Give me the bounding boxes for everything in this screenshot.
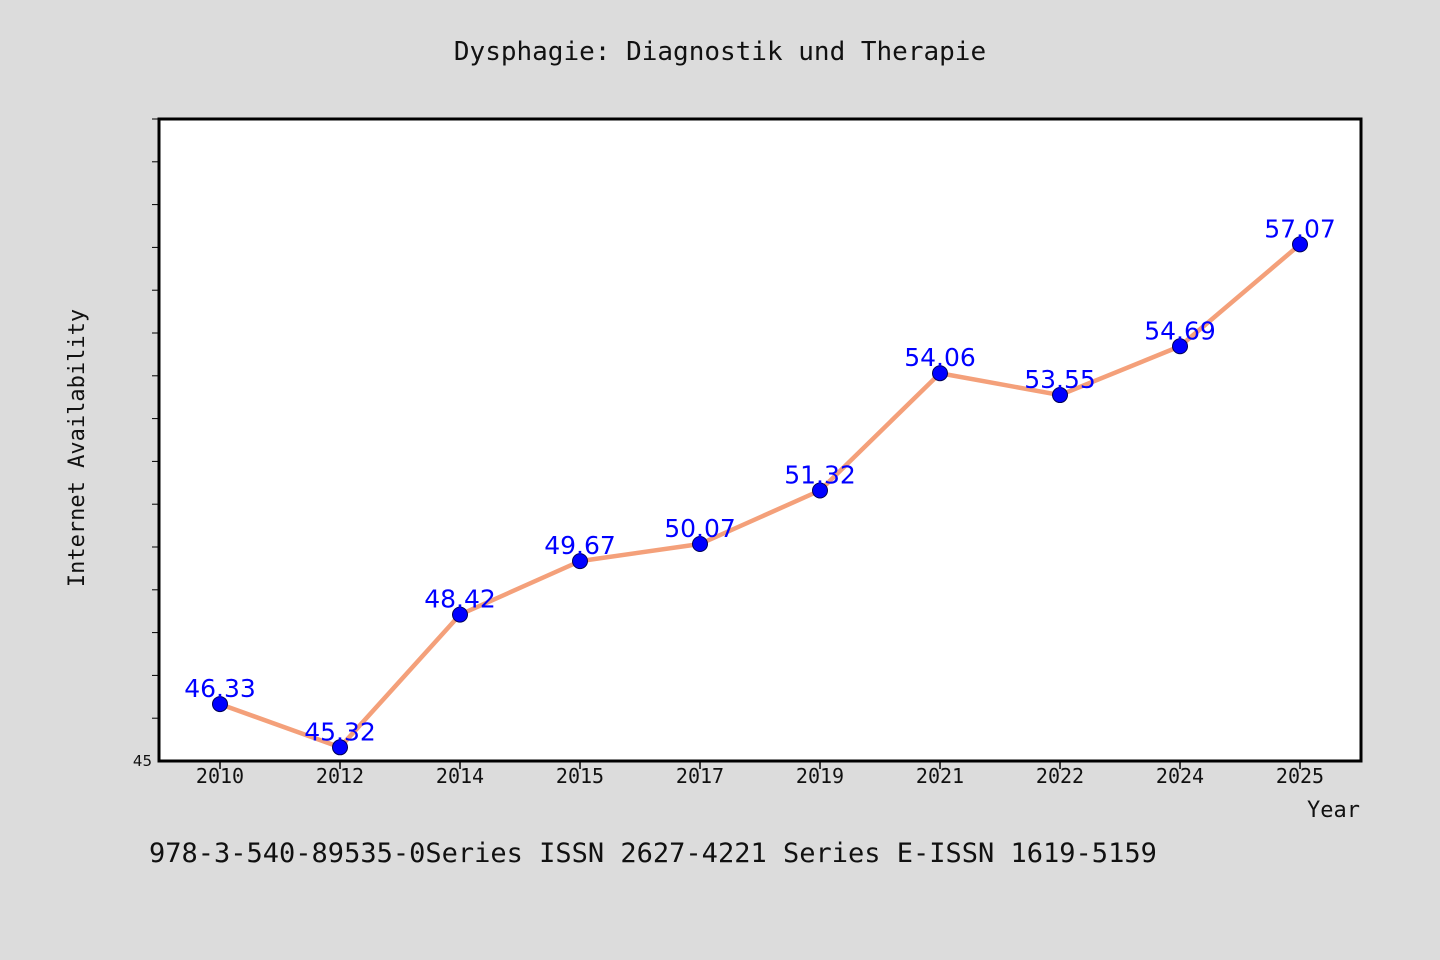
- data-label: 54.69: [1144, 316, 1216, 345]
- data-point: [812, 482, 828, 499]
- series-line: [217, 242, 1303, 750]
- data-point: [212, 696, 228, 713]
- data-label: 57.07: [1264, 214, 1336, 243]
- x-axis-label: Year: [1307, 798, 1360, 823]
- data-labels: 46.33 45.32 48.42 49.67 50.07 51.32 54.06 53.55…: [184, 214, 1336, 746]
- x-tick-label: 2025: [1276, 764, 1324, 788]
- data-label: 51.32: [784, 461, 856, 490]
- data-point: [452, 606, 468, 623]
- data-point: [692, 536, 708, 553]
- data-label: 54.06: [904, 343, 976, 372]
- x-tick-label: 2014: [436, 764, 484, 788]
- data-label: 53.55: [1024, 365, 1096, 394]
- data-point: [332, 739, 348, 756]
- data-label: 45.32: [304, 717, 376, 746]
- data-markers: [212, 236, 1308, 756]
- x-tick-label: 2021: [916, 764, 964, 788]
- data-label: 48.42: [424, 585, 496, 614]
- footer-isbn-text: 978-3-540-89535-0Series ISSN 2627-4221 S…: [149, 838, 1157, 869]
- data-point: [572, 553, 588, 570]
- x-tick-label: 2010: [196, 764, 244, 788]
- y-tick-label: 45: [133, 752, 152, 770]
- y-axis-label: Internet Availability: [65, 309, 90, 587]
- data-point: [1172, 338, 1188, 355]
- data-point: [932, 365, 948, 382]
- data-point: [1292, 236, 1308, 253]
- x-tick-label: 2019: [796, 764, 844, 788]
- x-tick-label: 2024: [1156, 764, 1204, 788]
- x-tick-label: 2015: [556, 764, 604, 788]
- data-label: 50.07: [664, 514, 736, 543]
- x-tick-label: 2022: [1036, 764, 1084, 788]
- plot-area: [157, 117, 1363, 763]
- data-label: 46.33: [184, 674, 256, 703]
- data-point: [1052, 387, 1068, 404]
- x-tick-label: 2012: [316, 764, 364, 788]
- chart-title: Dysphagie: Diagnostik und Therapie: [454, 37, 986, 67]
- series-line-group: [217, 242, 1303, 750]
- y-axis-ticks: [152, 118, 158, 719]
- x-axis-ticks: 2010 2012 2014 2015 2017 2019 2021 2022 2024 2025: [196, 762, 1324, 788]
- x-tick-label: 2017: [676, 764, 724, 788]
- data-label: 49.67: [544, 531, 616, 560]
